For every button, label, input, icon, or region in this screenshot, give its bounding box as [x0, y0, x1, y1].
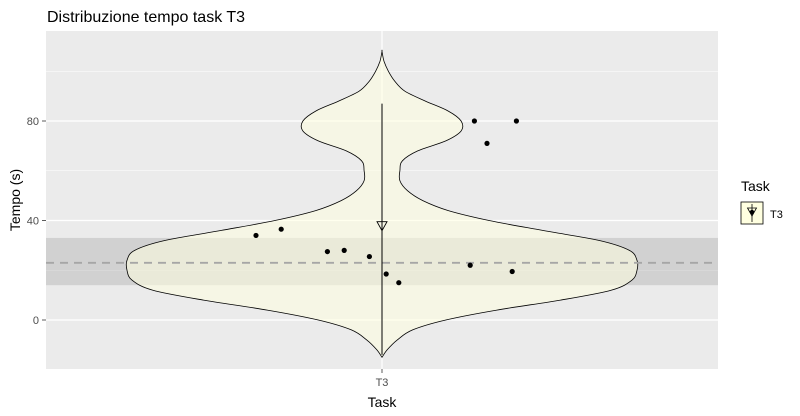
chart-title: Distribuzione tempo task T3 [47, 9, 245, 26]
data-point [509, 268, 515, 275]
y-axis-label: Tempo (s) [7, 169, 23, 231]
y-tick-label: 40 [27, 216, 39, 228]
data-point [366, 253, 372, 260]
y-axis-ticks: 0 40 80 [27, 116, 46, 327]
x-tick-label: T3 [376, 377, 389, 389]
data-point [383, 271, 389, 277]
y-tick-label: 80 [27, 116, 39, 128]
data-point [396, 280, 402, 286]
x-axis-ticks: T3 [376, 369, 389, 389]
data-point [467, 262, 473, 268]
legend-label: T3 [770, 209, 783, 221]
legend-title: Task [741, 178, 771, 194]
data-point [484, 140, 490, 146]
data-point [324, 248, 330, 255]
x-axis-label: Task [368, 394, 398, 410]
legend: Task T3 [740, 178, 783, 225]
y-tick-label: 0 [33, 315, 39, 327]
data-point [513, 118, 520, 124]
data-point [341, 247, 347, 253]
legend-key-point [749, 209, 755, 215]
data-points [253, 118, 520, 286]
legend-key-triangle-icon [746, 207, 758, 217]
data-point [278, 226, 284, 232]
data-point [471, 118, 477, 124]
data-point [253, 232, 259, 239]
mean-marker [376, 221, 388, 232]
